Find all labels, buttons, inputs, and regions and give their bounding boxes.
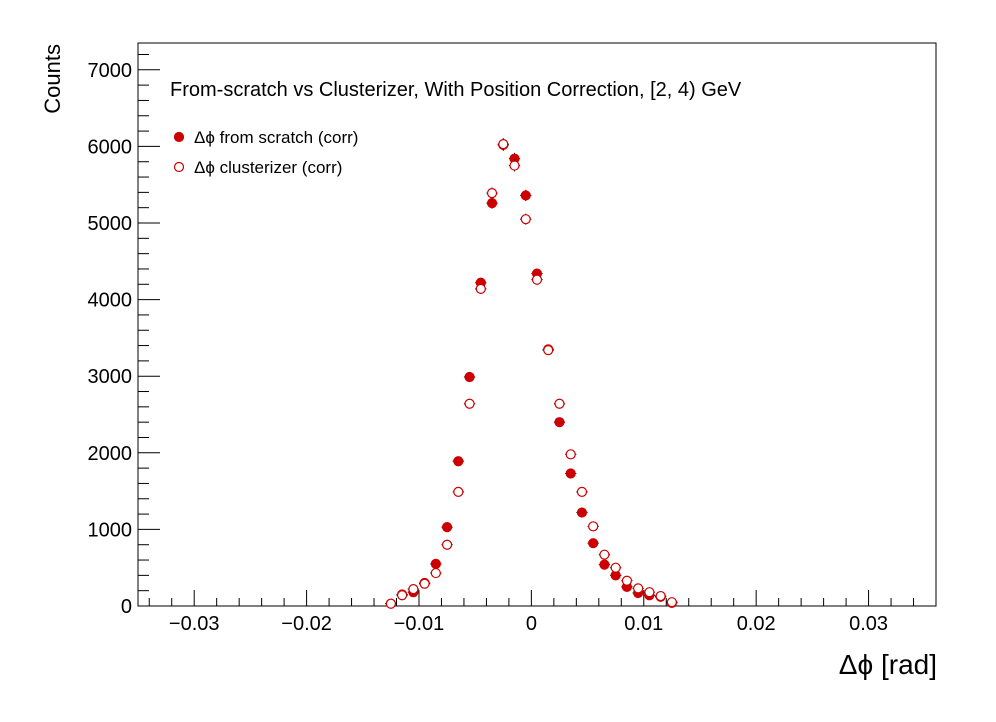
data-point [621, 575, 633, 586]
x-tick-labels: −0.03 −0.02 −0.01 0 0.01 0.02 0.03 [169, 613, 888, 635]
data-point [464, 398, 475, 409]
data-point [520, 214, 531, 225]
data-point [565, 449, 576, 460]
data-point [430, 567, 441, 579]
data-point [576, 486, 588, 497]
data-point [633, 583, 644, 594]
data-point [441, 522, 453, 533]
axis-ticks [138, 53, 937, 607]
legend-label-from-scratch: Δϕ from scratch (corr) [194, 128, 358, 147]
data-point [441, 539, 453, 550]
data-point [588, 521, 599, 532]
y-tick-labels: 0 1000 2000 3000 4000 5000 6000 7000 [88, 60, 133, 618]
x-axis-title: Δϕ [rad] [839, 649, 937, 680]
legend-marker-from-scratch [173, 131, 185, 143]
y-tick-label: 4000 [88, 290, 133, 312]
data-point [644, 587, 655, 598]
data-point [385, 598, 396, 609]
data-point [464, 371, 475, 383]
data-point [453, 486, 464, 497]
y-tick-label: 5000 [88, 213, 133, 235]
data-point [554, 398, 565, 409]
data-points [385, 138, 678, 609]
data-point [554, 417, 565, 428]
data-point [475, 283, 486, 294]
y-tick-label: 3000 [88, 366, 133, 388]
x-tick-label: −0.03 [169, 613, 220, 635]
series-clusterizer [385, 138, 678, 609]
y-tick-label: 1000 [88, 519, 133, 541]
x-tick-label: 0 [526, 613, 537, 635]
data-point [419, 578, 430, 589]
legend-label-clusterizer: Δϕ clusterizer (corr) [194, 158, 342, 177]
data-point [543, 345, 554, 356]
y-tick-label: 6000 [88, 136, 133, 158]
data-point [531, 274, 543, 285]
legend-marker-clusterizer [173, 161, 185, 173]
y-tick-label: 0 [121, 596, 132, 618]
data-point [610, 562, 621, 573]
x-tick-label: −0.02 [281, 613, 332, 635]
x-tick-label: 0.01 [624, 613, 663, 635]
y-tick-label: 2000 [88, 443, 133, 465]
x-tick-label: −0.01 [394, 613, 445, 635]
data-point [666, 597, 677, 608]
data-point [453, 456, 464, 467]
data-point [498, 139, 509, 150]
data-point [430, 558, 441, 569]
data-point [408, 584, 419, 595]
series-from-scratch [385, 138, 678, 609]
legend: Δϕ from scratch (corr) Δϕ clusterizer (c… [173, 128, 358, 177]
data-point [486, 197, 498, 209]
data-point [588, 538, 599, 549]
data-point [397, 590, 408, 601]
data-point [486, 188, 498, 199]
data-point [520, 190, 531, 201]
data-point [655, 590, 666, 602]
chart-title: From-scratch vs Clusterizer, With Positi… [170, 79, 742, 101]
x-tick-label: 0.03 [849, 613, 888, 635]
data-point [599, 559, 610, 570]
y-axis-title: Counts [40, 44, 65, 114]
data-point [576, 507, 588, 518]
data-point [509, 160, 520, 171]
x-tick-label: 0.02 [737, 613, 776, 635]
data-point [565, 468, 576, 479]
y-tick-label: 7000 [88, 60, 133, 82]
data-point [599, 549, 610, 560]
plot-frame [137, 42, 937, 607]
